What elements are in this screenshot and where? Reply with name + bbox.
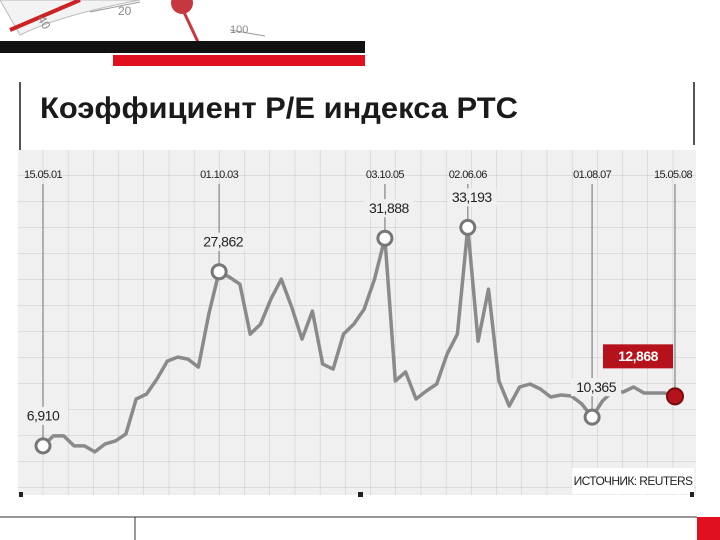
- x-tick-label: 02.06.06: [449, 169, 488, 181]
- data-label: 27,862: [203, 233, 244, 249]
- data-label: 10,365: [576, 379, 617, 395]
- line-series: [41, 225, 676, 454]
- x-tick-label: 03.10.05: [366, 169, 405, 181]
- source: ИСТОЧНИК: REUTERS: [574, 474, 693, 488]
- frame-mark: [19, 492, 23, 497]
- label-bg: [446, 188, 497, 207]
- label-bg: [198, 232, 249, 251]
- x-tick-label: 15.05.08: [654, 169, 693, 181]
- label-bg: [571, 378, 622, 397]
- plot: 15.05.01 01.10.03 03.10.05 02.06.06 01.08.07…: [18, 169, 693, 455]
- data-point: [376, 229, 394, 247]
- chart-title: Коэффициент P/E индекса РТС: [40, 92, 518, 125]
- data-point: [666, 387, 684, 406]
- data-point: [34, 437, 52, 455]
- label-box: [603, 344, 673, 369]
- data-label: 6,910: [27, 408, 60, 424]
- label-bg: [363, 199, 414, 218]
- title-panel: [18, 82, 696, 150]
- gauge-label: 100: [230, 24, 248, 36]
- data-point: [459, 218, 477, 236]
- gauge-label: 20: [118, 4, 132, 18]
- data-point: [210, 263, 228, 281]
- x-tick-label: 01.08.07: [573, 169, 612, 181]
- label-bg: [18, 406, 68, 425]
- source-box: [572, 468, 694, 494]
- frame-mark: [358, 492, 363, 497]
- frame-mark: [690, 492, 694, 497]
- data-point: [583, 408, 601, 426]
- header-bar: [0, 41, 365, 53]
- header-accent: [113, 55, 365, 66]
- data-label: 31,888: [369, 200, 410, 216]
- data-label: 33,193: [452, 189, 493, 205]
- gauge-decoration: 40 20 100: [0, 0, 266, 43]
- data-label: 12,868: [618, 348, 659, 364]
- gauge-label: 40: [35, 13, 54, 32]
- x-tick-label: 15.05.01: [24, 169, 63, 181]
- x-tick-label: 01.10.03: [200, 169, 239, 181]
- footer-accent: [697, 517, 720, 540]
